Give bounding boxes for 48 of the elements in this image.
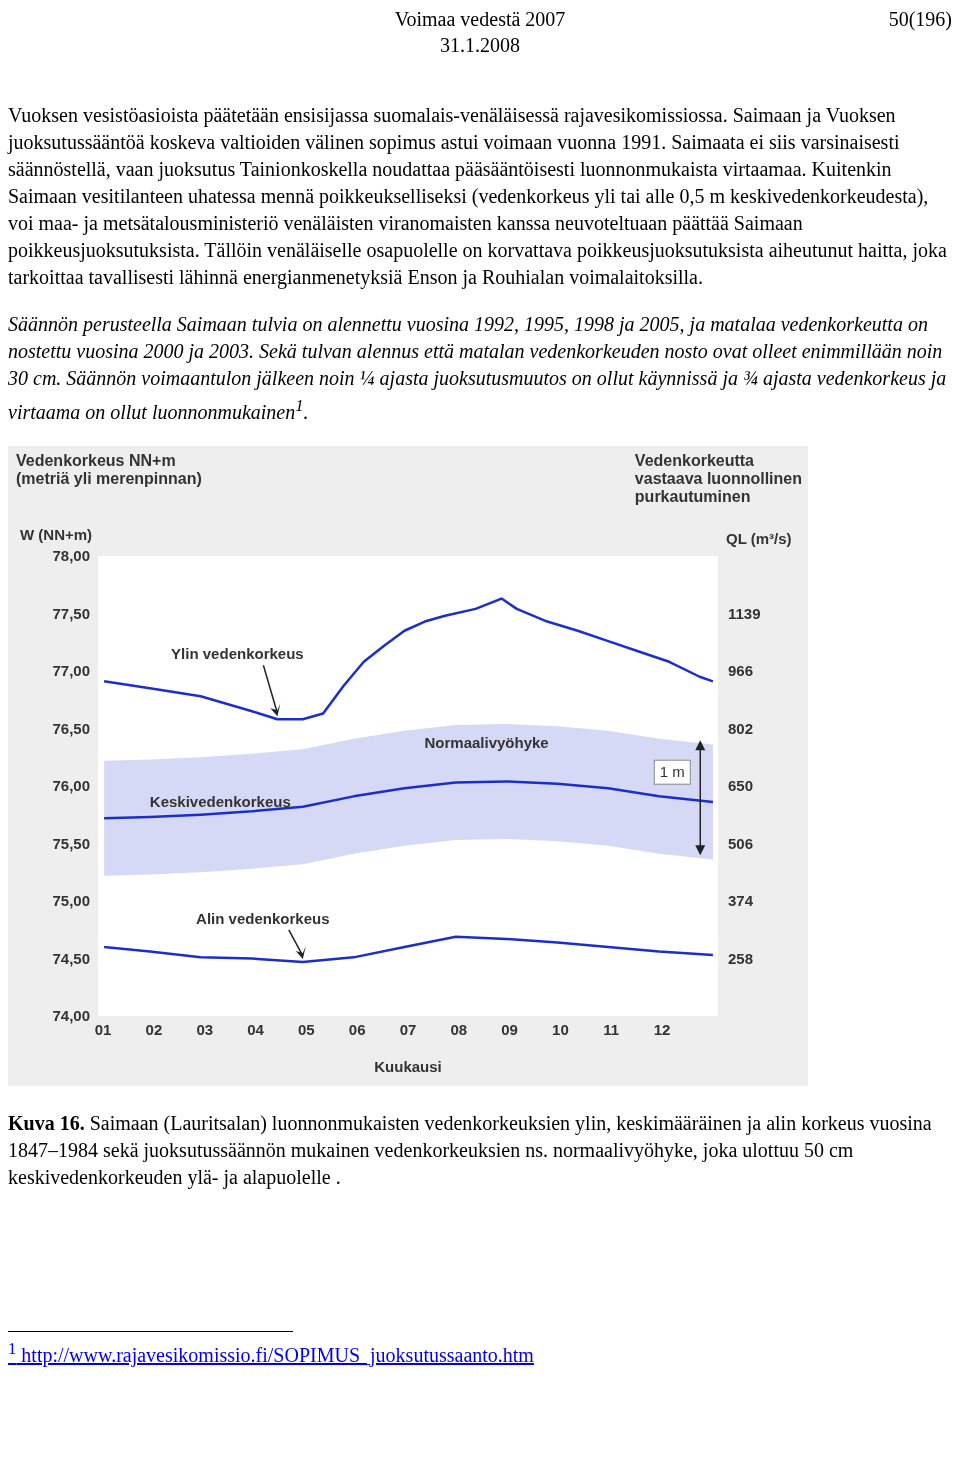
line-series [102, 779, 715, 820]
line-series [102, 596, 715, 721]
x-tick-label: 07 [399, 1020, 417, 1038]
text: 650 [728, 776, 754, 794]
x-tick-label: 08 [450, 1020, 468, 1038]
chart-title: Vedenkorkeus NN+m (metriä yli merenpinnan) [16, 451, 202, 488]
x-axis-title: Kuukausi [374, 1057, 442, 1075]
y-tick-label: 74,00 [52, 1006, 90, 1024]
y-tick-label: 77,50 [52, 604, 90, 622]
y-tick-label: 75,50 [52, 834, 90, 852]
x-tick-label: 10 [552, 1020, 569, 1038]
text: 258 [728, 949, 754, 967]
text: $^{1}$ http://www.rajavesikomissio.fi/SOPIMUS_juoksutussaanto.htm [8, 1339, 534, 1367]
x-tick-label: 12 [653, 1020, 671, 1038]
line-series [102, 935, 715, 963]
text: Vuoksen vesistöasioista päätetään ensisijassa suomalais-venäläisessä rajavesikomissiossa. Saimaan ja Vuoksen juoksutussääntöä koskeva valtioiden välinen sopimus astui voimaan vuonna 1991. Saimaata ei siis varsinaisesti säännöstellä, vaan juoksutus Tainionkoskella noudattaa pääsääntöisesti luonnonmukaista virtaamaa. Kuitenkin Saimaan vesitilanteen uhatessa mennä poikkeukselliseksi (vedenkorkeus yli tai alle 0,5 m keskivedenkorkeudesta), voi maa- ja metsätalousministeriö venäläisten viranomaisten kanssa neuvoteltuaan päättää Saimaan poikkeusjuoksutuksista. Tällöin venäläiselle osapuolelle on korvattava poikkeusjuoksutuksista aiheutunut haitta, joka tarkoittaa tavallisesti lähinnä energianmenetyksiä Enson ja Rouhialan voimalaitoksilla. [8, 103, 948, 291]
series-label: Ylin vedenkorkeus [171, 644, 304, 662]
y2-axis-title: QL (m³/s) [726, 529, 792, 547]
annotation: 1 m [659, 762, 685, 780]
text: 802 [728, 719, 754, 737]
y-tick-label: 75,00 [52, 891, 90, 909]
x-tick-label: 11 [603, 1020, 620, 1038]
text: 1139 [728, 604, 761, 622]
text: 506 [728, 834, 754, 852]
x-tick-label: 02 [145, 1020, 163, 1038]
y-tick-label: 74,50 [52, 949, 90, 967]
annotation: Normaalivyöhyke [424, 733, 549, 751]
text: Säännön perusteella Saimaan tulvia on alennettu vuosina 1992, 1995, 1998 ja 2005, ja matalaa vedenkorkeutta on nostettu vuosina 2000 ja 2003. Sekä tulvan alennus että matalan vedenkorkeuden nosto ovat olleet enimmillään noin 30 cm. Säännön voimaantulon jälkeen noin ¼ ajasta juoksutusmuutos on ollut käynnissä ja ¾ ajasta vedenkorkeus ja virtaama on ollut luonnonmukainen$^{1}$. [8, 312, 948, 425]
y-tick-label: 76,50 [52, 719, 90, 737]
x-tick-label: 04 [247, 1020, 265, 1038]
text: 374 [728, 891, 754, 909]
x-tick-label: 09 [501, 1020, 518, 1038]
text: Voimaa vedestä 2007 [394, 8, 566, 30]
text: 966 [728, 661, 754, 679]
text: Vedenkorkeutta vastaava luonnollinen purkautuminen [634, 451, 802, 506]
text: Kuva 16. Saimaan (Lauritsalan) luonnonmukaisten vedenkorkeuksien ylin, keskimääräinen ja alin korkeus vuosina 1847–1984 sekä juoksutussäännön mukainen vedenkorkeuksien ns. normaalivyöhyke, joka ulottuu 50 cm keskivedenkorkeuden ylä- ja alapuolelle . [8, 1110, 933, 1191]
y-tick-label: 78,00 [52, 546, 90, 564]
x-tick-label: 06 [348, 1020, 366, 1038]
x-tick-label: 01 [94, 1020, 112, 1038]
text: 50(196) [888, 8, 952, 31]
x-tick-label: 03 [196, 1020, 214, 1038]
series-label: Alin vedenkorkeus [196, 909, 330, 927]
series-label: Keskivedenkorkeus [149, 792, 291, 810]
y-axis-title: W (NN+m) [20, 525, 93, 543]
y-tick-label: 77,00 [52, 661, 90, 679]
x-tick-label: 05 [298, 1020, 315, 1038]
text: 31.1.2008 [439, 34, 521, 57]
y-tick-label: 76,00 [52, 776, 90, 794]
